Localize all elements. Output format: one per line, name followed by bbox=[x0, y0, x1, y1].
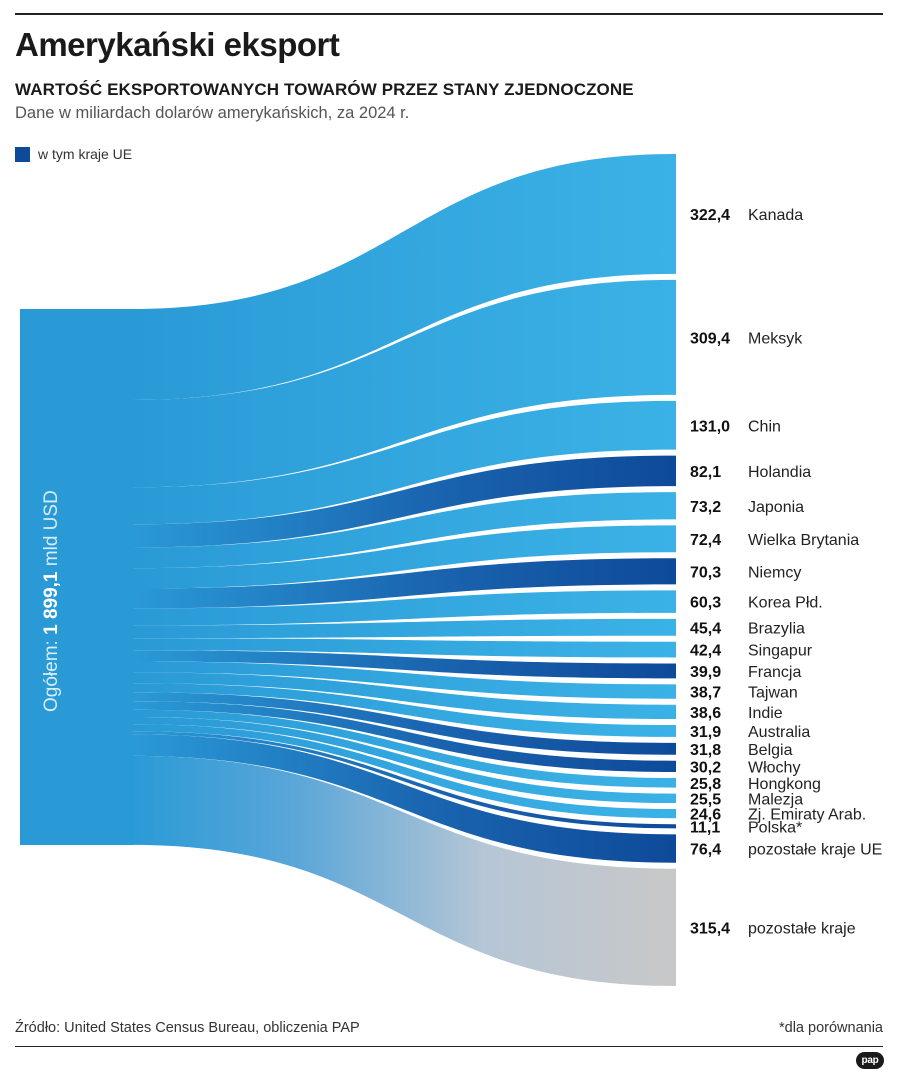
country-label: Francja bbox=[748, 664, 801, 681]
flow-zj-emiraty-arab bbox=[132, 724, 676, 819]
value-label: 70,3 bbox=[690, 564, 721, 581]
value-label: 76,4 bbox=[690, 842, 721, 859]
country-label: Zj. Emiraty Arab. bbox=[748, 807, 866, 824]
total-unit: mld USD bbox=[41, 490, 62, 571]
footnote: *dla porównania bbox=[779, 1020, 883, 1036]
country-label: Singapur bbox=[748, 643, 813, 660]
source-note: Źródło: United States Census Bureau, obl… bbox=[15, 1020, 360, 1036]
value-label: 131,0 bbox=[690, 418, 730, 435]
country-label: Polska* bbox=[748, 819, 802, 836]
top-rule bbox=[15, 13, 883, 15]
flow-polska bbox=[132, 731, 676, 829]
trunk-bar bbox=[20, 309, 133, 845]
country-label: Japonia bbox=[748, 499, 804, 516]
flow-korea-płd bbox=[132, 590, 676, 626]
legend-label: w tym kraje UE bbox=[38, 146, 133, 162]
flow-indie bbox=[132, 672, 676, 720]
flow-niemcy bbox=[132, 558, 676, 609]
chart-subtitle: WARTOŚĆ EKSPORTOWANYCH TOWARÓW PRZEZ STA… bbox=[15, 80, 634, 99]
chart-description: Dane w miliardach dolarów amerykańskich,… bbox=[15, 104, 410, 122]
legend: w tym kraje UE bbox=[15, 146, 132, 162]
flow-wielka-brytania bbox=[132, 525, 676, 589]
country-label: Malezja bbox=[748, 791, 803, 808]
pap-logo: pap bbox=[856, 1052, 884, 1069]
flow-włochy bbox=[132, 701, 676, 772]
country-label: Korea Płd. bbox=[748, 595, 823, 612]
country-label: Włochy bbox=[748, 759, 800, 776]
country-label: Indie bbox=[748, 705, 783, 722]
value-label: 25,5 bbox=[690, 791, 721, 808]
country-label: pozostałe kraje UE bbox=[748, 842, 882, 859]
value-label: 31,8 bbox=[690, 742, 721, 759]
value-label: 315,4 bbox=[690, 920, 730, 937]
value-label: 309,4 bbox=[690, 330, 730, 347]
country-label: Kanada bbox=[748, 207, 803, 224]
flow-tajwan bbox=[132, 661, 676, 699]
value-label: 25,8 bbox=[690, 776, 721, 793]
value-label: 322,4 bbox=[690, 207, 730, 224]
value-label: 38,7 bbox=[690, 685, 721, 702]
bottom-rule bbox=[15, 1046, 883, 1047]
value-label: 72,4 bbox=[690, 532, 721, 549]
country-label: Australia bbox=[748, 724, 810, 741]
country-label: Niemcy bbox=[748, 564, 801, 581]
value-label: 39,9 bbox=[690, 664, 721, 681]
country-label: Belgia bbox=[748, 742, 793, 759]
value-label: 30,2 bbox=[690, 759, 721, 776]
flow-brazylia bbox=[132, 618, 676, 639]
value-label: 11,1 bbox=[690, 819, 720, 836]
flow-kanada bbox=[132, 154, 676, 400]
flow-chin bbox=[132, 400, 676, 525]
value-label: 60,3 bbox=[690, 595, 721, 612]
value-label: 31,9 bbox=[690, 724, 721, 741]
flow-pozostałe-kraje bbox=[132, 755, 676, 986]
chart-title: Amerykański eksport bbox=[15, 26, 340, 63]
flow-singapur bbox=[132, 638, 676, 658]
flow-francja bbox=[132, 650, 676, 679]
value-label: 38,6 bbox=[690, 705, 721, 722]
flow-australia bbox=[132, 683, 676, 737]
country-label: Brazylia bbox=[748, 620, 805, 637]
country-label: Wielka Brytania bbox=[748, 532, 859, 549]
flow-japonia bbox=[132, 492, 676, 569]
flow-hongkong bbox=[132, 709, 676, 788]
flow-meksyk bbox=[132, 279, 676, 488]
total-label: Ogółem: 1 899,1 mld USD bbox=[41, 490, 62, 712]
value-label: 24,6 bbox=[690, 807, 721, 824]
value-label: 45,4 bbox=[690, 620, 721, 637]
country-label: Chin bbox=[748, 418, 781, 435]
legend-swatch-eu bbox=[15, 146, 30, 162]
total-prefix: Ogółem: bbox=[41, 635, 62, 712]
country-label: Meksyk bbox=[748, 330, 803, 347]
flow-holandia bbox=[132, 455, 676, 548]
country-label: Holandia bbox=[748, 464, 811, 481]
country-label: Hongkong bbox=[748, 776, 821, 793]
value-label: 42,4 bbox=[690, 643, 721, 660]
flow-pozostałe-kraje-ue bbox=[132, 734, 676, 863]
country-label: pozostałe kraje bbox=[748, 920, 856, 937]
value-label: 82,1 bbox=[690, 464, 721, 481]
flow-malezja bbox=[132, 717, 676, 804]
value-label: 73,2 bbox=[690, 499, 721, 516]
total-value: 1 899,1 bbox=[41, 571, 62, 635]
country-label: Tajwan bbox=[748, 685, 798, 702]
flow-belgia bbox=[132, 692, 676, 755]
